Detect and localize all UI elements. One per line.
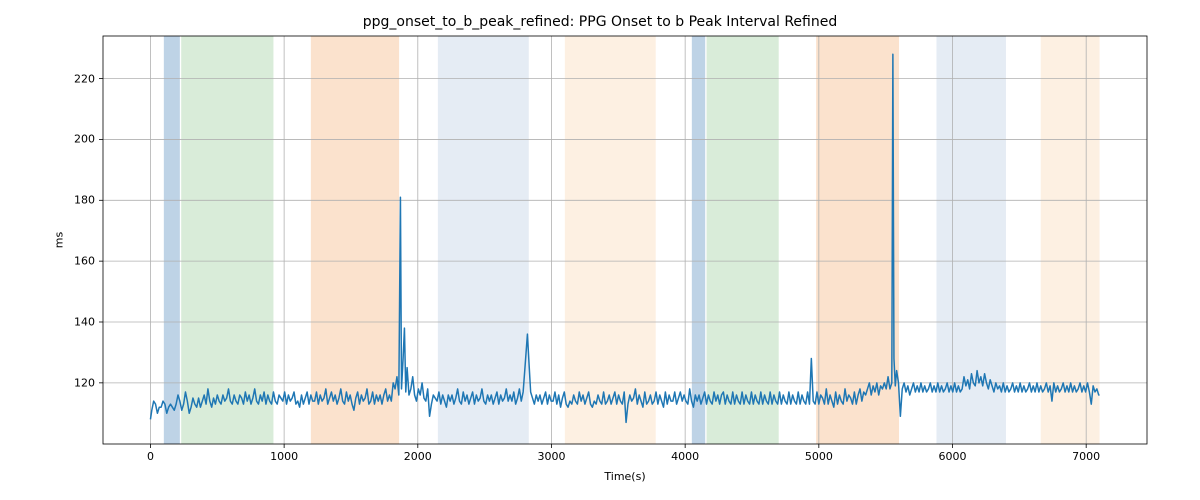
x-tick-label: 2000 <box>404 444 432 463</box>
figure: ppg_onset_to_b_peak_refined: PPG Onset t… <box>0 0 1200 500</box>
y-tick-label: 140 <box>74 315 103 328</box>
y-tick-label: 220 <box>74 72 103 85</box>
chart-title: ppg_onset_to_b_peak_refined: PPG Onset t… <box>0 14 1200 30</box>
y-tick-label: 120 <box>74 376 103 389</box>
axes-area: 0100020003000400050006000700012014016018… <box>103 36 1147 444</box>
x-tick-label: 0 <box>147 444 154 463</box>
x-tick-label: 4000 <box>671 444 699 463</box>
x-tick-label: 3000 <box>537 444 565 463</box>
x-tick-label: 1000 <box>270 444 298 463</box>
plot-svg <box>103 36 1147 444</box>
x-axis-label: Time(s) <box>604 470 645 483</box>
y-tick-label: 180 <box>74 194 103 207</box>
x-tick-label: 5000 <box>805 444 833 463</box>
y-tick-label: 200 <box>74 133 103 146</box>
y-tick-label: 160 <box>74 255 103 268</box>
x-tick-label: 7000 <box>1072 444 1100 463</box>
x-tick-label: 6000 <box>939 444 967 463</box>
y-axis-label: ms <box>53 232 66 248</box>
